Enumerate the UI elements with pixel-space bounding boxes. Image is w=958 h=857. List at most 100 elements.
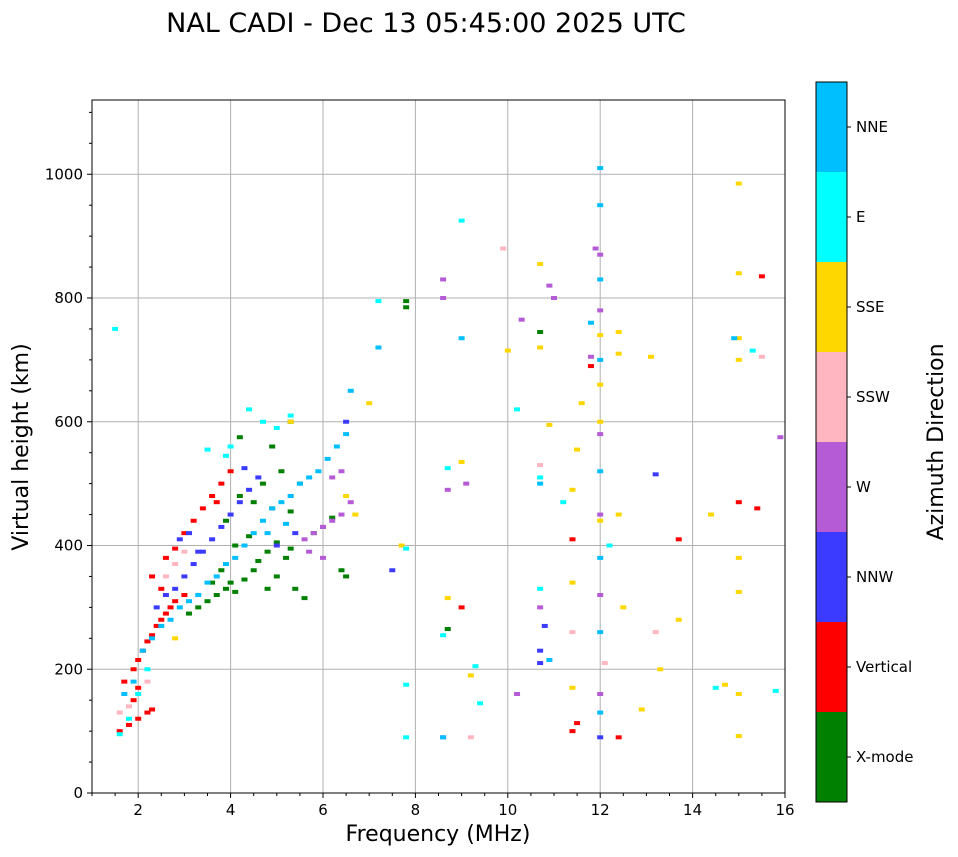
data-point (125, 716, 132, 721)
data-point (287, 494, 294, 498)
data-point (537, 475, 544, 480)
data-point (190, 518, 197, 523)
data-point (597, 308, 604, 313)
data-point (403, 735, 410, 740)
data-point (162, 611, 169, 616)
data-point (735, 357, 742, 362)
data-point (195, 549, 202, 554)
data-point (574, 447, 581, 452)
data-point (620, 605, 627, 610)
x-axis-label: Frequency (MHz) (346, 822, 531, 847)
data-point (638, 707, 645, 712)
data-point (112, 326, 119, 331)
data-point (329, 475, 336, 480)
data-point (343, 574, 350, 579)
data-point (144, 639, 151, 644)
y-tick-label: 600 (54, 413, 83, 431)
data-point (615, 512, 622, 517)
data-point (135, 692, 142, 696)
data-point (735, 336, 742, 341)
colorbar: X-mode Vertical NNW W SSW SSE E NNE (815, 81, 913, 803)
data-point (615, 735, 622, 740)
data-point (597, 518, 604, 523)
data-point (777, 435, 784, 440)
data-point (306, 475, 313, 480)
data-point (324, 456, 331, 461)
data-point (250, 568, 257, 573)
data-point (181, 531, 188, 536)
data-point (518, 317, 525, 322)
data-point (597, 735, 604, 740)
data-point (343, 494, 350, 498)
data-point (241, 466, 248, 471)
data-point (657, 667, 664, 672)
data-point (587, 364, 594, 369)
y-axis-label: Virtual height (km) (9, 343, 34, 550)
data-point (597, 710, 604, 715)
data-point (440, 633, 447, 638)
data-point (601, 661, 608, 666)
data-point (537, 463, 544, 468)
data-point (329, 515, 336, 520)
data-point (458, 605, 465, 610)
data-point (153, 605, 160, 610)
colorbar-segment (816, 532, 847, 622)
data-point (232, 589, 239, 594)
data-point (735, 271, 742, 276)
data-point (158, 586, 165, 591)
data-point (227, 444, 234, 449)
data-point (149, 636, 156, 641)
data-point (116, 729, 123, 734)
data-point (264, 549, 271, 554)
data-point (204, 580, 211, 585)
colorbar-tick-label: NNE (856, 118, 888, 136)
data-point (597, 630, 604, 635)
data-point (218, 524, 225, 529)
data-point (130, 679, 137, 684)
data-point (735, 692, 742, 696)
data-point (440, 296, 447, 300)
data-point (592, 246, 599, 251)
data-point (398, 543, 405, 548)
data-point (278, 469, 285, 474)
data-point (144, 679, 151, 684)
data-point (444, 627, 451, 632)
data-point (546, 283, 553, 288)
data-point (652, 630, 659, 635)
data-point (574, 721, 581, 726)
data-point (167, 605, 174, 610)
data-point (500, 246, 507, 251)
data-point (218, 481, 225, 486)
data-point (758, 274, 765, 279)
data-point (597, 277, 604, 282)
data-point (181, 549, 188, 554)
data-point (199, 549, 206, 554)
colorbar-segment (816, 262, 847, 352)
data-point (597, 593, 604, 597)
data-point (749, 348, 756, 353)
data-point (181, 574, 188, 579)
data-point (597, 382, 604, 387)
data-point (597, 555, 604, 560)
data-point (250, 500, 257, 505)
data-point (560, 500, 567, 505)
data-point (296, 481, 303, 486)
data-point (772, 688, 779, 693)
data-point (236, 494, 243, 498)
data-point (315, 469, 322, 474)
data-point (218, 568, 225, 573)
data-point (652, 472, 659, 477)
data-point (551, 296, 557, 300)
colorbar-tick-label: Vertical (856, 658, 912, 676)
data-point (283, 555, 290, 560)
x-tick-label: 10 (498, 801, 517, 819)
data-point (735, 500, 742, 505)
data-point (283, 521, 290, 526)
data-point (172, 546, 179, 551)
y-tick-label: 400 (54, 537, 83, 555)
data-point (546, 422, 553, 427)
data-point (246, 534, 253, 539)
data-point (186, 531, 193, 536)
data-point (199, 506, 206, 511)
data-point (477, 701, 484, 706)
